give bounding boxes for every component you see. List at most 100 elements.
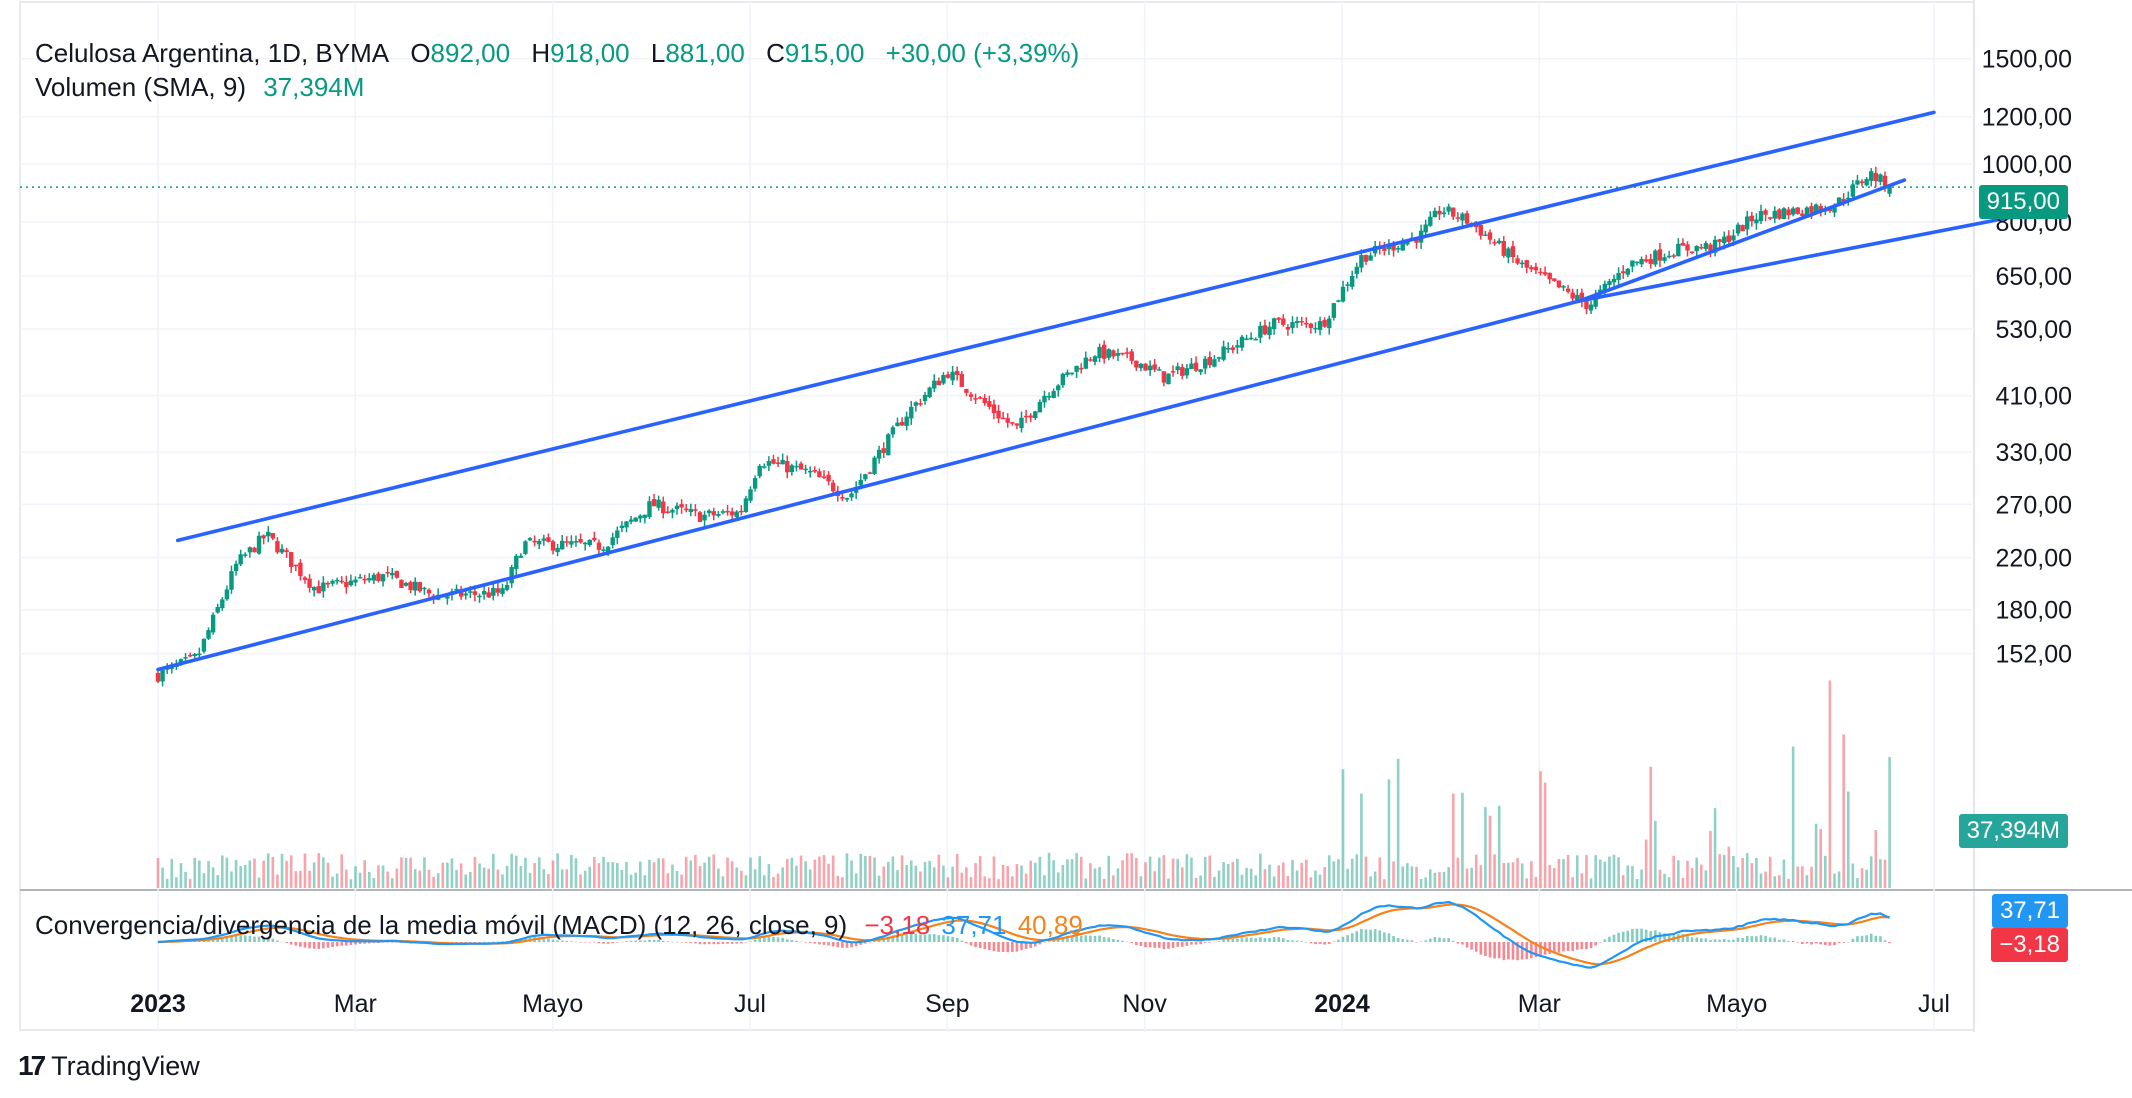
volume-bar	[1782, 859, 1786, 888]
macd-histogram-bar	[1360, 928, 1363, 942]
macd-histogram-bar	[1497, 942, 1501, 959]
tradingview-logo[interactable]: 17 TradingView	[18, 1050, 200, 1082]
volume-bar	[1350, 858, 1354, 888]
volume-bar	[1819, 829, 1823, 888]
volume-bar	[799, 855, 803, 888]
volume-bar	[1750, 863, 1754, 888]
volume-bar	[1553, 867, 1556, 888]
volume-bar	[900, 855, 904, 888]
macd-histogram-bar	[1488, 942, 1492, 958]
symbol-legend: Celulosa Argentina, 1D, BYMA O892,00 H91…	[35, 38, 1083, 69]
candle	[1143, 363, 1148, 371]
volume-legend[interactable]: Volumen (SMA, 9) 37,394M	[35, 72, 368, 103]
volume-bar	[1433, 872, 1437, 888]
candle	[684, 508, 689, 511]
volume-bar	[257, 877, 261, 888]
volume-bar	[974, 863, 977, 888]
macd-histogram-bar	[675, 941, 679, 943]
macd-histogram-bar	[1070, 935, 1074, 942]
macd-histogram-bar	[625, 941, 628, 942]
candle	[1561, 286, 1566, 288]
volume-bar	[1768, 856, 1772, 888]
candle	[1400, 242, 1405, 251]
volume-bar	[978, 856, 982, 888]
macd-histogram-bar	[1107, 937, 1111, 942]
macd-histogram-bar	[1259, 937, 1262, 942]
macd-histogram-bar	[648, 939, 651, 942]
macd-histogram-bar	[1851, 938, 1855, 942]
volume-bar	[1410, 866, 1414, 888]
candle	[1124, 352, 1130, 354]
candle	[1414, 238, 1419, 243]
volume-bar	[1888, 756, 1891, 888]
candle	[1083, 357, 1089, 369]
candle	[1180, 367, 1185, 376]
candle	[1666, 255, 1672, 258]
candle	[1056, 385, 1061, 391]
volume-bar	[983, 876, 987, 888]
macd-histogram-bar	[753, 939, 757, 942]
macd-histogram-bar	[978, 942, 982, 949]
macd-histogram-bar	[1745, 935, 1749, 942]
macd-histogram-bar	[1548, 942, 1552, 954]
macd-histogram-bar	[556, 940, 559, 942]
macd-histogram-bar	[818, 942, 821, 945]
volume-bar	[450, 858, 454, 888]
macd-histogram-bar	[1401, 938, 1405, 942]
candle	[1643, 259, 1649, 262]
macd-histogram-bar	[1033, 942, 1037, 947]
macd-histogram-bar	[887, 936, 890, 942]
candle	[1203, 358, 1208, 369]
candle	[1101, 344, 1107, 359]
volume-bar	[1199, 875, 1202, 888]
candle	[1005, 418, 1010, 423]
volume-bar	[707, 856, 711, 888]
candle	[1331, 303, 1337, 318]
candle	[1152, 364, 1157, 370]
volume-bar	[946, 877, 950, 888]
trendline-support-short	[1577, 178, 1907, 303]
volume-bar	[459, 863, 463, 888]
candle	[1570, 292, 1575, 299]
high-label: H	[531, 38, 551, 68]
volume-bar	[1171, 858, 1175, 888]
macd-histogram-bar	[928, 934, 931, 942]
volume-bar	[1764, 871, 1767, 888]
macd-histogram-bar	[932, 934, 936, 942]
macd-histogram-bar	[1066, 936, 1069, 942]
macd-histogram-bar	[1263, 938, 1267, 942]
macd-legend[interactable]: Convergencia/divergencia de la media móv…	[35, 910, 1087, 941]
macd-histogram-bar	[1061, 936, 1065, 942]
symbol-title[interactable]: Celulosa Argentina, 1D, BYMA	[35, 38, 390, 68]
candle	[890, 427, 896, 435]
volume-bar	[188, 878, 192, 888]
volume-bar	[1438, 872, 1441, 888]
candle	[1253, 338, 1258, 341]
volume-bar	[1061, 864, 1065, 888]
macd-histogram-bar	[1750, 935, 1754, 942]
macd-histogram-bar	[1640, 928, 1643, 942]
volume-bar	[1787, 878, 1790, 888]
macd-histogram-bar	[1254, 938, 1258, 942]
macd-histogram-bar	[289, 942, 293, 945]
volume-bar	[1736, 867, 1740, 888]
candle	[1731, 235, 1736, 241]
candle	[284, 550, 289, 552]
candle	[1703, 243, 1709, 249]
candle	[1336, 300, 1341, 302]
macd-histogram-bar	[1833, 942, 1836, 946]
candle	[371, 574, 377, 581]
macd-histogram-bar	[322, 942, 325, 949]
volume-bar	[395, 868, 399, 888]
macd-histogram-bar	[955, 938, 959, 942]
volume-bar	[179, 863, 183, 888]
x-tick-label: 2023	[130, 990, 186, 1018]
volume-bar	[942, 865, 945, 888]
macd-histogram-bar	[221, 937, 224, 942]
candle	[1221, 346, 1226, 360]
candle	[1790, 208, 1796, 215]
candle	[537, 540, 542, 545]
volume-bar	[1796, 866, 1800, 888]
candle	[472, 591, 478, 595]
